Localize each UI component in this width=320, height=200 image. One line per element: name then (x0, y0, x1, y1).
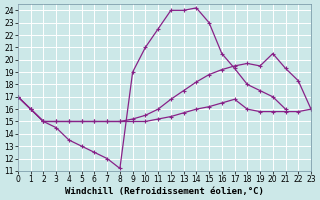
X-axis label: Windchill (Refroidissement éolien,°C): Windchill (Refroidissement éolien,°C) (65, 187, 264, 196)
